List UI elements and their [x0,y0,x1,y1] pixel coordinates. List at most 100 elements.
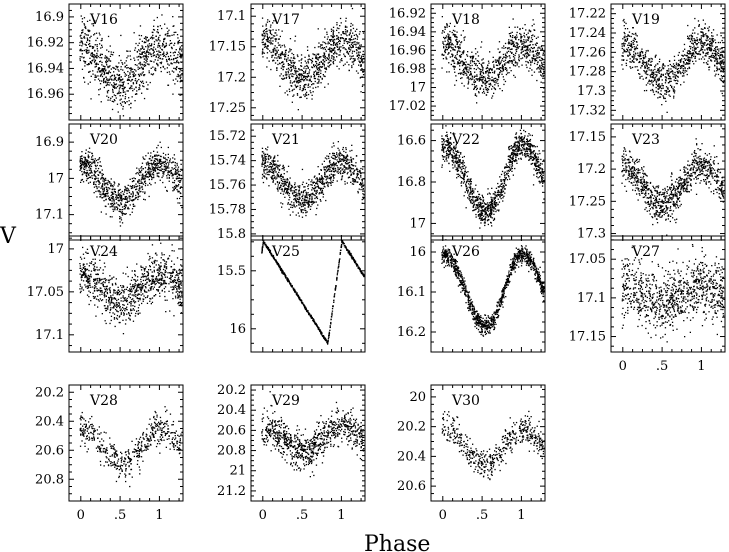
data-point [646,61,648,63]
data-point [359,44,361,46]
data-point [84,61,87,63]
data-point [306,65,308,67]
data-point [136,64,138,66]
data-point [139,53,141,55]
data-point [332,56,335,58]
data-point [475,78,477,80]
data-point [660,73,662,75]
data-point [147,56,149,58]
data-point [684,63,686,65]
data-point [97,170,99,172]
data-point [494,84,496,86]
data-point [291,73,294,75]
data-point [163,170,165,173]
data-point [82,161,84,164]
data-point [352,46,354,48]
data-point [84,160,86,162]
data-point [682,71,684,74]
data-point [717,73,720,76]
data-point [684,69,686,71]
data-point [101,169,103,171]
data-point [625,51,627,53]
data-point [523,32,525,34]
data-point [446,24,448,27]
data-point [357,72,359,74]
data-point [139,73,142,75]
data-point [508,55,510,57]
data-point [656,69,659,72]
data-point [266,30,268,32]
data-point [272,29,274,31]
data-point [459,46,461,48]
data-point [330,51,332,53]
data-point [264,34,266,36]
data-point [142,46,144,48]
data-point [362,182,364,184]
data-point [102,70,104,72]
y-tick-label: 15.74 [209,154,246,169]
data-point [268,36,271,38]
data-point [313,64,315,66]
data-point [467,87,469,89]
data-point [135,173,137,175]
data-point [527,37,529,39]
data-point [711,38,713,40]
data-point [530,61,532,63]
data-point [163,166,165,168]
data-point [168,167,170,169]
data-point [125,198,128,200]
data-point [159,25,161,27]
data-point [93,182,95,184]
data-point [138,78,140,81]
data-point [679,59,682,61]
data-point [166,53,169,55]
data-point [173,58,175,60]
data-point [338,68,340,70]
data-point [132,203,135,205]
data-point [629,52,631,54]
data-point [538,46,540,48]
data-point [460,34,462,36]
data-point [498,57,500,60]
data-point [164,23,166,25]
data-point [177,56,179,59]
y-tick-label: 17.32 [569,103,606,118]
data-point [665,93,667,95]
data-point [112,210,115,212]
data-point [630,35,632,38]
data-point [648,80,650,83]
data-point [276,67,278,69]
data-point [497,85,499,87]
data-point [280,55,282,57]
data-point [528,29,530,31]
data-point [112,90,114,92]
data-point [145,174,147,176]
data-point [709,40,712,42]
data-point [533,57,535,60]
data-point [87,182,90,184]
data-point [130,187,133,190]
data-point [102,178,104,180]
data-point [652,74,655,76]
data-point [299,96,301,99]
data-point [88,49,90,51]
data-point [458,47,460,49]
data-point [165,169,167,171]
data-point [471,64,473,67]
data-point [139,67,141,69]
data-point [669,76,671,78]
data-point [474,81,477,83]
data-point [336,24,338,26]
data-point [689,63,691,65]
data-point [306,94,308,96]
data-point [455,41,458,43]
data-point [352,27,355,30]
data-point [300,73,302,75]
data-point [275,38,277,40]
data-point [531,57,533,59]
data-point [692,60,694,63]
data-point [700,48,702,50]
data-point [671,86,673,89]
data-points [441,16,545,104]
data-points [621,17,725,113]
